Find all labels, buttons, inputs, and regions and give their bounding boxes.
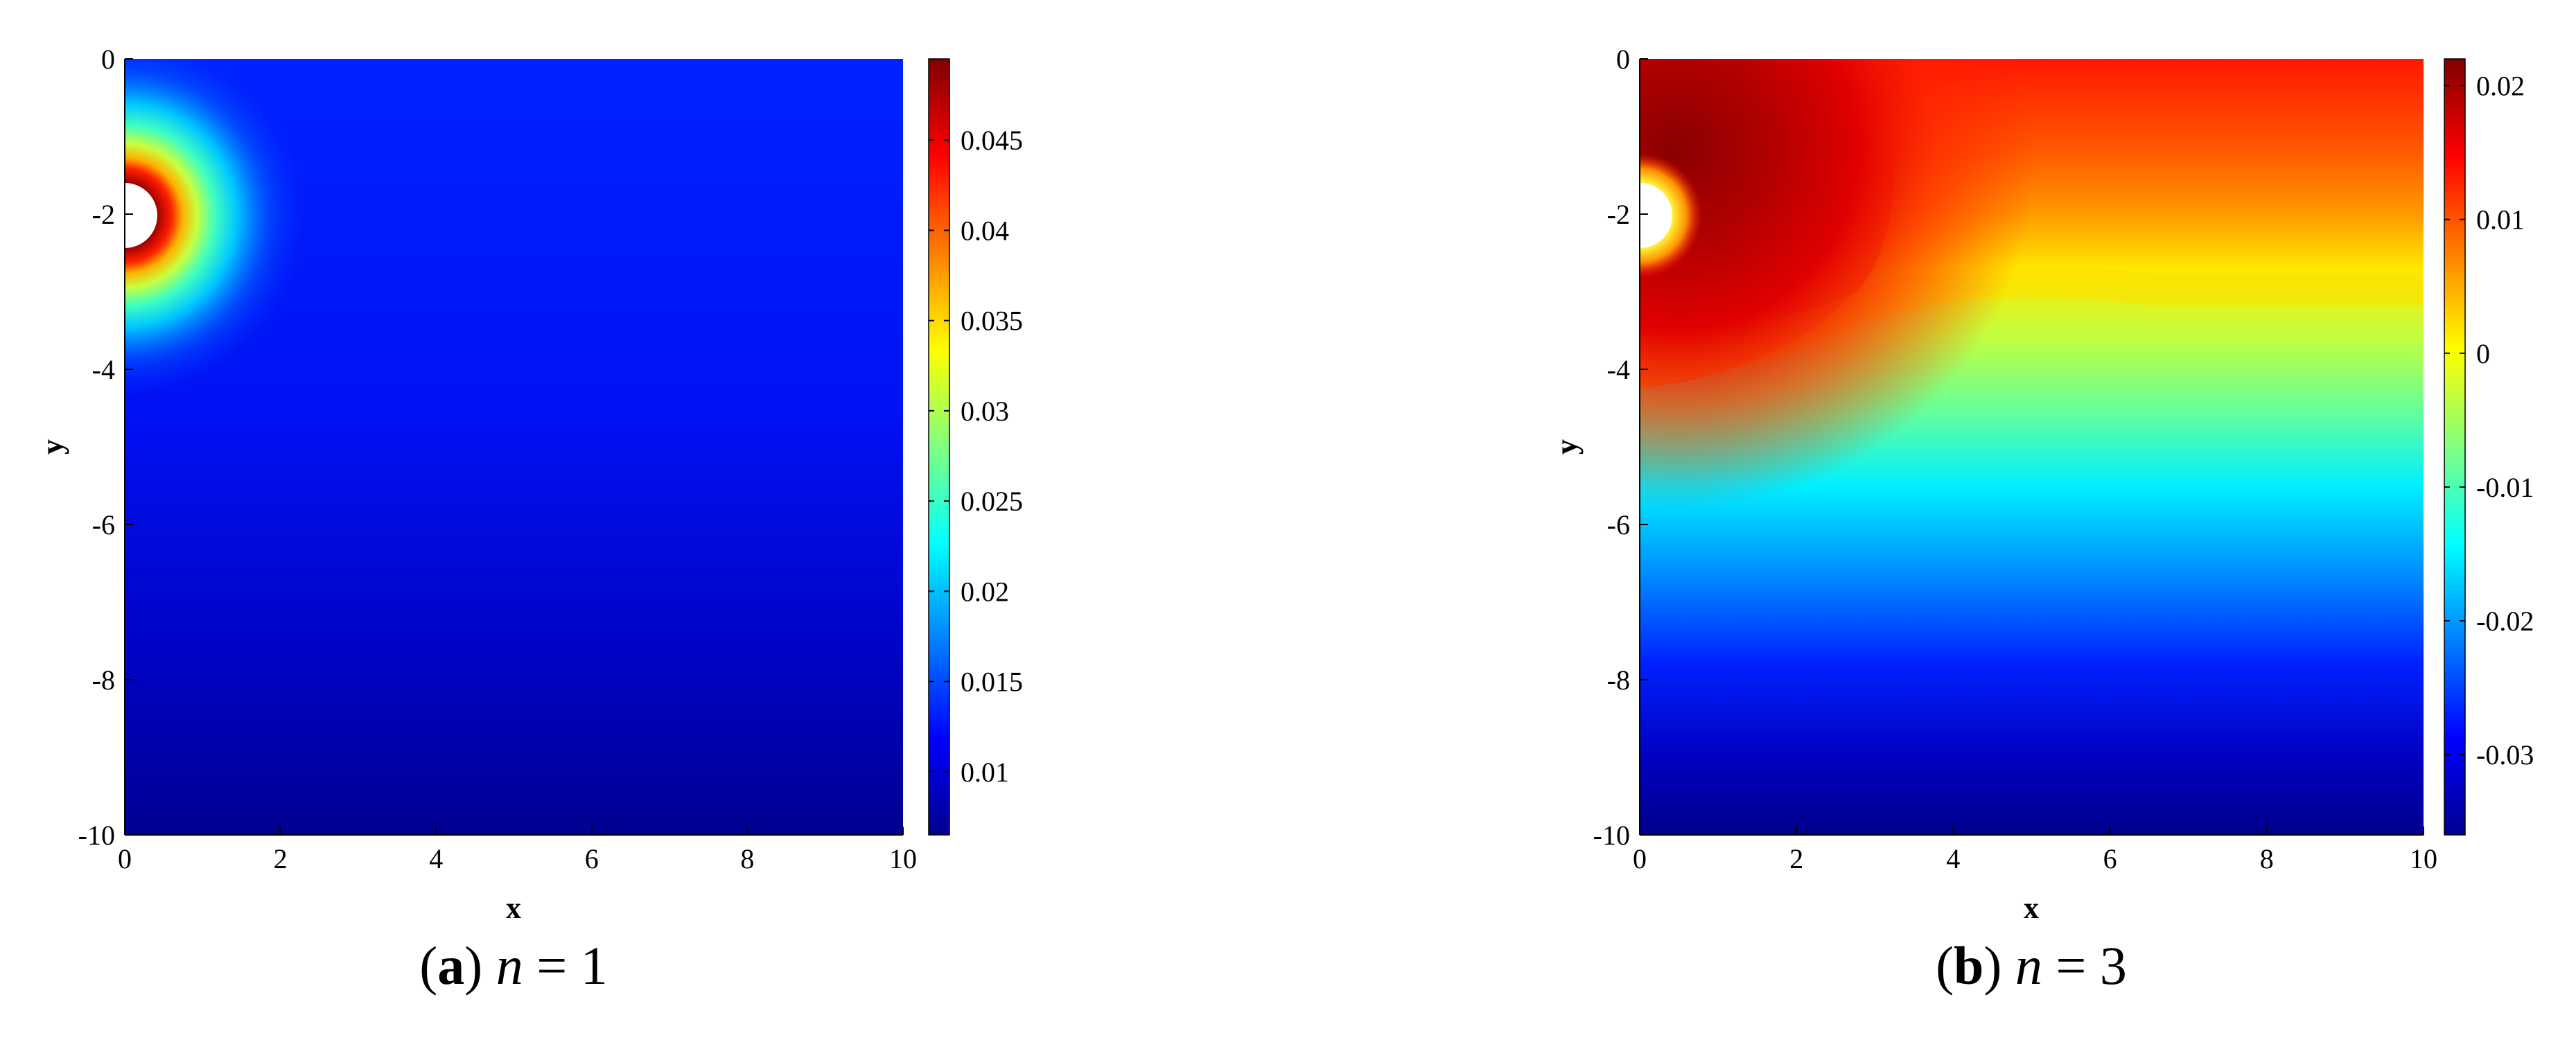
y-tick-label-a: -10 — [78, 820, 115, 851]
hole-b — [1640, 183, 1672, 248]
y-tick-label-a: -6 — [92, 509, 115, 540]
colorbar-a-ticks: 0.01 0.015 0.02 0.025 0.03 0.035 0.04 0.045 — [929, 125, 1023, 788]
caption-a: (a) n = 1 — [419, 935, 607, 996]
y-tick-label-b: -10 — [1593, 820, 1630, 851]
axis-b: 0 2 4 6 8 10 0 -2 -4 -6 -8 -10 — [1593, 44, 2437, 874]
colorbar-tick-label-a: 0.015 — [961, 667, 1023, 698]
colorbar-tick-label-a: 0.025 — [961, 486, 1023, 517]
panel-a: 0 2 4 6 8 100-2-4-6-8-10 0.010.0150.020.0250.… — [35, 44, 1023, 996]
ylabel-a: y — [35, 439, 69, 455]
y-tick-label-a: 0 — [101, 44, 115, 75]
heatmap-a — [125, 59, 903, 835]
x-tick-label-a: 2 — [274, 843, 288, 874]
y-tick-label-a: -4 — [92, 354, 115, 385]
caption-b: (b) n = 3 — [1936, 935, 2127, 996]
x-tick-label-b: 6 — [2103, 843, 2117, 874]
colorbar-tick-label-a: 0.01 — [961, 757, 1009, 788]
x-tick-label-b: 2 — [1789, 843, 1803, 874]
colorbar-tick-label-a: 0.02 — [961, 576, 1009, 607]
x-tick-label-a: 0 — [118, 843, 132, 874]
x-tick-label-b: 8 — [2260, 843, 2274, 874]
x-tick-label-b: 4 — [1946, 843, 1960, 874]
colorbar-tick-label-b: -0.03 — [2476, 739, 2534, 770]
colorbar-tick-label-a: 0.035 — [961, 306, 1023, 337]
x-tick-label-a: 8 — [740, 843, 754, 874]
x-tick-label-a: 10 — [889, 843, 917, 874]
colorbar-a — [928, 58, 950, 836]
heatmap-b — [1640, 59, 2424, 835]
panel-b: 0 2 4 6 8 10 0 -2 -4 -6 -8 -10 0.02 0.01 0 -0.01 -0.02 -… — [1550, 44, 2534, 996]
y-tick-label-b: 0 — [1616, 44, 1630, 75]
colorbar-tick-label-b: 0.02 — [2476, 71, 2525, 102]
colorbar-tick-label-a: 0.045 — [961, 125, 1023, 156]
colorbar-tick-label-a: 0.04 — [961, 215, 1009, 246]
colorbar-b — [2444, 58, 2466, 836]
y-tick-label-a: -8 — [92, 664, 115, 696]
colorbar-b-ticks: 0.02 0.01 0 -0.01 -0.02 -0.03 — [2444, 71, 2534, 770]
y-tick-label-a: -2 — [92, 199, 115, 230]
colorbar-tick-label-b: -0.01 — [2476, 472, 2534, 503]
hole-a — [125, 183, 157, 248]
y-tick-label-b: -8 — [1607, 664, 1630, 696]
xlabel-b: x — [2024, 891, 2039, 925]
colorbar-tick-label-b: -0.02 — [2476, 606, 2534, 637]
axis-a: 0 2 4 6 8 10 0 -2 -4 -6 -8 -10 — [78, 44, 917, 874]
x-tick-label-a: 6 — [585, 843, 599, 874]
colorbar-tick-label-a: 0.03 — [961, 396, 1009, 427]
xlabel-a: x — [506, 891, 521, 925]
x-tick-label-b: 10 — [2410, 843, 2437, 874]
y-tick-label-b: -6 — [1607, 509, 1630, 540]
colorbar-tick-label-b: 0.01 — [2476, 204, 2525, 236]
colorbar-tick-label-b: 0 — [2476, 338, 2490, 369]
y-tick-label-b: -4 — [1607, 354, 1630, 385]
x-tick-label-a: 4 — [429, 843, 443, 874]
y-tick-label-b: -2 — [1607, 199, 1630, 230]
ylabel-b: y — [1550, 439, 1584, 455]
x-tick-label-b: 0 — [1633, 843, 1647, 874]
